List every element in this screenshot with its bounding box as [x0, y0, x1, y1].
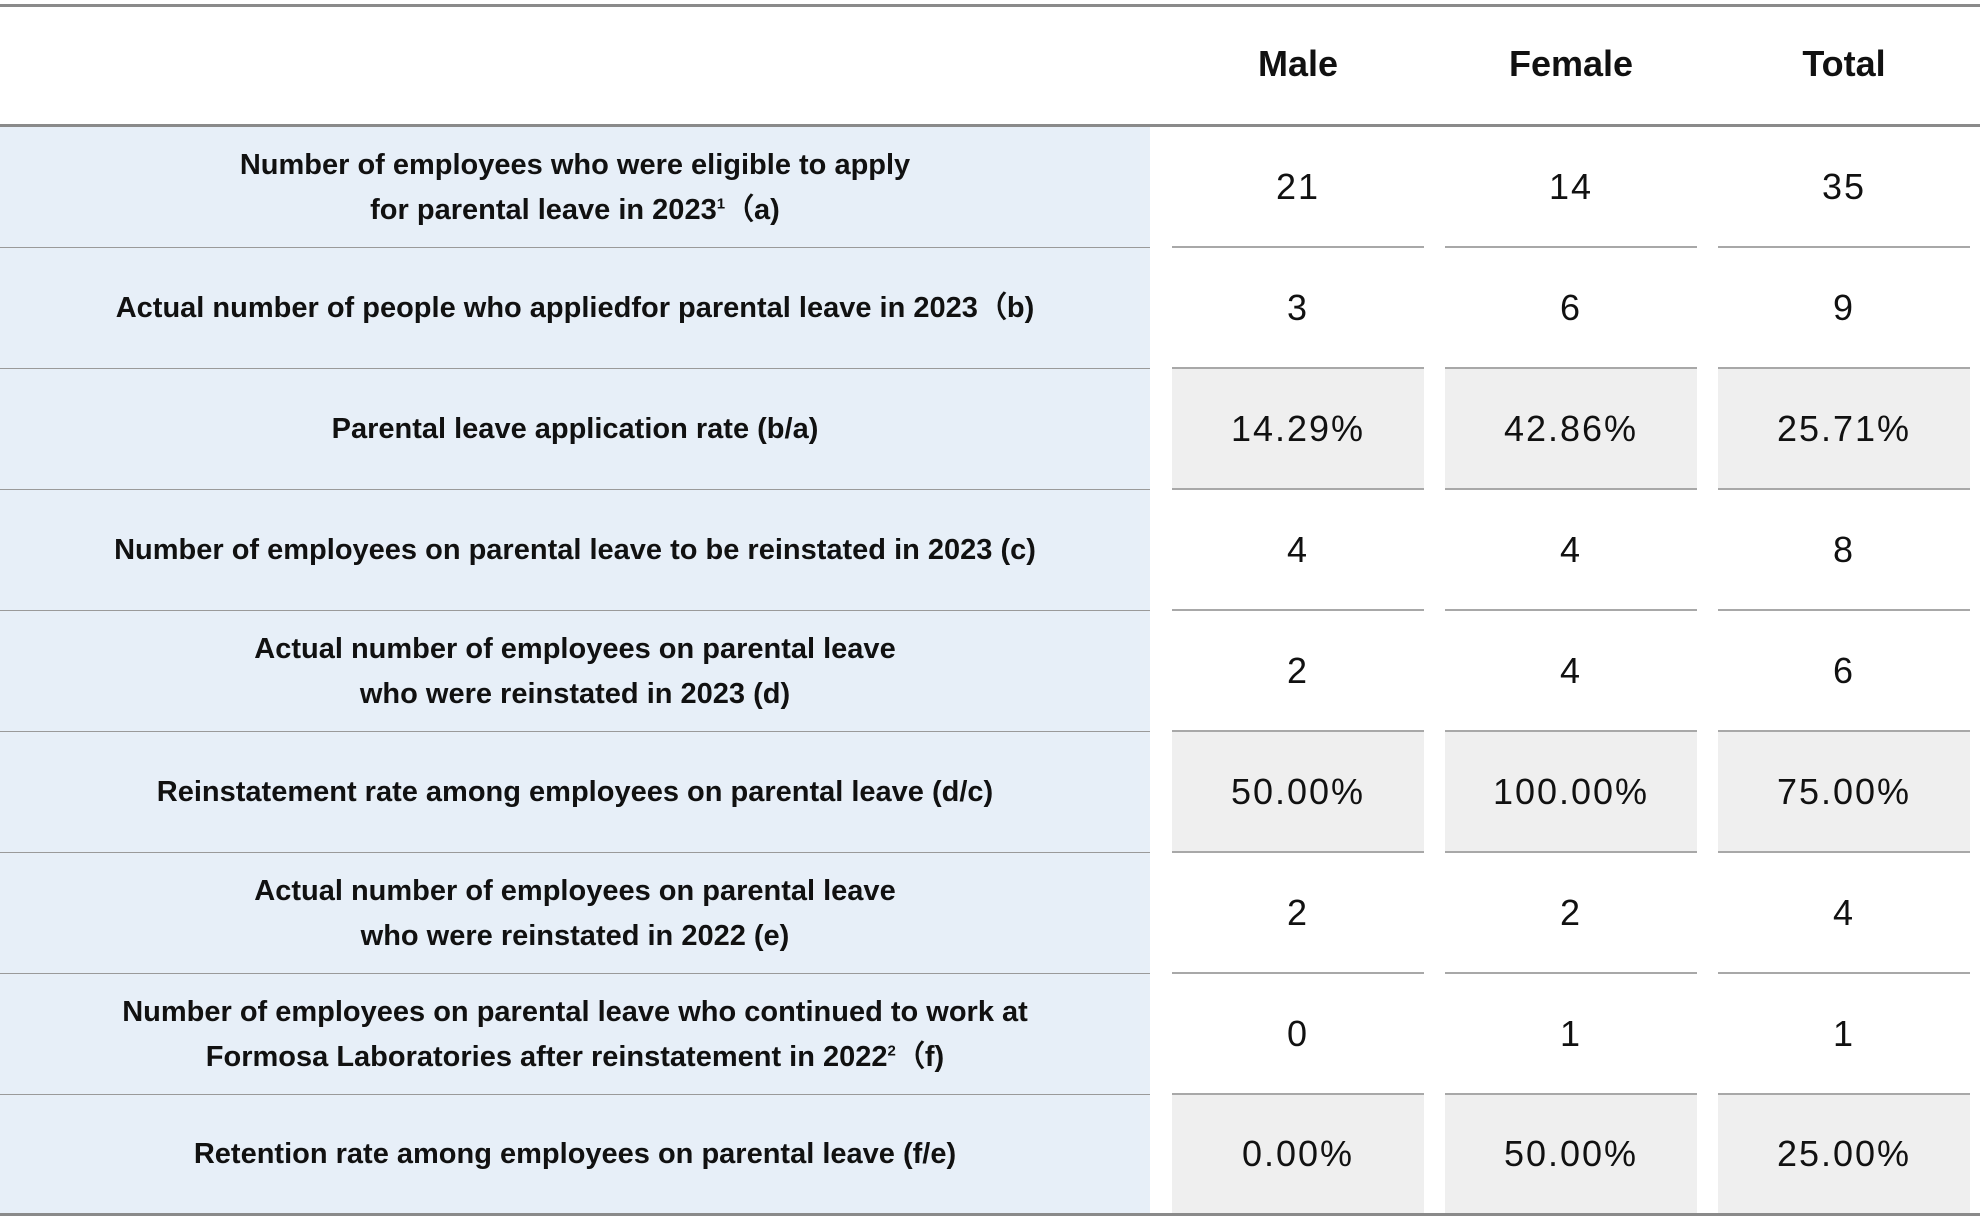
female-value: 6	[1445, 248, 1697, 369]
female-value: 1	[1445, 974, 1697, 1095]
total-value: 25.00%	[1718, 1095, 1970, 1213]
total-value: 25.71%	[1718, 369, 1970, 490]
total-value: 35	[1718, 127, 1970, 248]
female-value: 50.00%	[1445, 1095, 1697, 1213]
footnote-marker: 1	[716, 194, 726, 212]
male-value: 21	[1172, 127, 1424, 248]
male-value: 0.00%	[1172, 1095, 1424, 1213]
footnote-marker: 2	[887, 1041, 896, 1059]
total-value: 6	[1718, 611, 1970, 732]
row-label: Number of employees on parental leave to…	[0, 490, 1150, 611]
row-label: Parental leave application rate (b/a)	[0, 369, 1150, 490]
total-value: 75.00%	[1718, 732, 1970, 853]
male-value: 2	[1172, 611, 1424, 732]
table-row: Parental leave application rate (b/a) 14…	[0, 369, 1980, 491]
column-header-male: Male	[1257, 43, 1339, 84]
row-label: Number of employees on parental leave wh…	[0, 974, 1150, 1095]
table-bottom-rule	[0, 1213, 1980, 1216]
column-header-total: Total	[1802, 43, 1886, 84]
table-row: Reinstatement rate among employees on pa…	[0, 732, 1980, 854]
table-row: Actual number of people who appliedfor p…	[0, 248, 1980, 370]
male-value: 0	[1172, 974, 1424, 1095]
row-label: Reinstatement rate among employees on pa…	[0, 732, 1150, 853]
total-value: 8	[1718, 490, 1970, 611]
table-row: Actual number of employees on parental l…	[0, 611, 1980, 733]
row-label: Actual number of employees on parental l…	[0, 611, 1150, 732]
row-label: Actual number of employees on parental l…	[0, 853, 1150, 974]
female-value: 42.86%	[1445, 369, 1697, 490]
header-rule	[0, 124, 1980, 127]
male-value: 3	[1172, 248, 1424, 369]
male-value: 4	[1172, 490, 1424, 611]
column-header-female: Female	[1508, 43, 1634, 84]
table-row: Number of employees on parental leave to…	[0, 490, 1980, 612]
female-value: 14	[1445, 127, 1697, 248]
row-label: Actual number of people who appliedfor p…	[0, 248, 1150, 369]
male-value: 50.00%	[1172, 732, 1424, 853]
female-value: 4	[1445, 490, 1697, 611]
total-value: 9	[1718, 248, 1970, 369]
table-top-rule	[0, 4, 1980, 7]
male-value: 14.29%	[1172, 369, 1424, 490]
table-row: Actual number of employees on parental l…	[0, 853, 1980, 975]
female-value: 2	[1445, 853, 1697, 974]
table-row: Retention rate among employees on parent…	[0, 1095, 1980, 1213]
total-value: 4	[1718, 853, 1970, 974]
row-label: Number of employees who were eligible to…	[0, 127, 1150, 248]
row-label: Retention rate among employees on parent…	[0, 1095, 1150, 1213]
female-value: 100.00%	[1445, 732, 1697, 853]
table-row: Number of employees on parental leave wh…	[0, 974, 1980, 1096]
male-value: 2	[1172, 853, 1424, 974]
total-value: 1	[1718, 974, 1970, 1095]
table-row: Number of employees who were eligible to…	[0, 127, 1980, 249]
female-value: 4	[1445, 611, 1697, 732]
